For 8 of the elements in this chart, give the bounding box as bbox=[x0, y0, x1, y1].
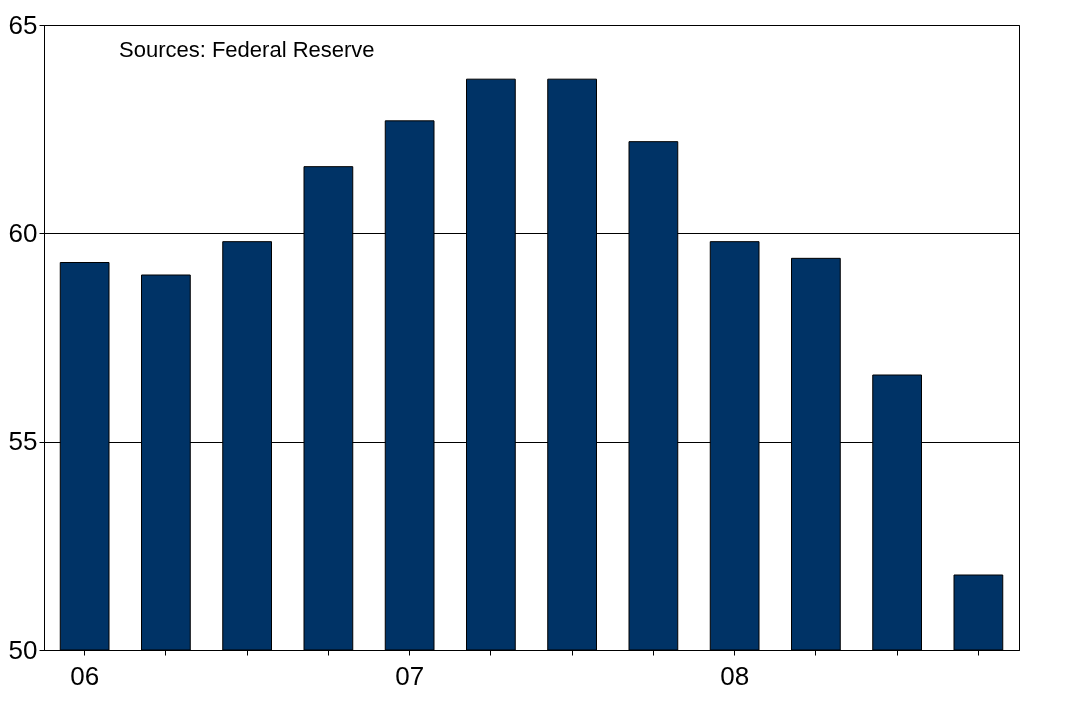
x-tick-label: 06 bbox=[70, 660, 100, 691]
y-tick-label: 50 bbox=[8, 634, 38, 665]
x-tick-label: 07 bbox=[395, 660, 425, 691]
annotation: Sources: Federal Reserve bbox=[119, 37, 375, 62]
y-tick-label: 60 bbox=[8, 217, 38, 248]
y-tick-label: 55 bbox=[8, 426, 38, 457]
x-tick-label: 08 bbox=[720, 660, 750, 691]
y-tick-label: 65 bbox=[8, 9, 38, 40]
